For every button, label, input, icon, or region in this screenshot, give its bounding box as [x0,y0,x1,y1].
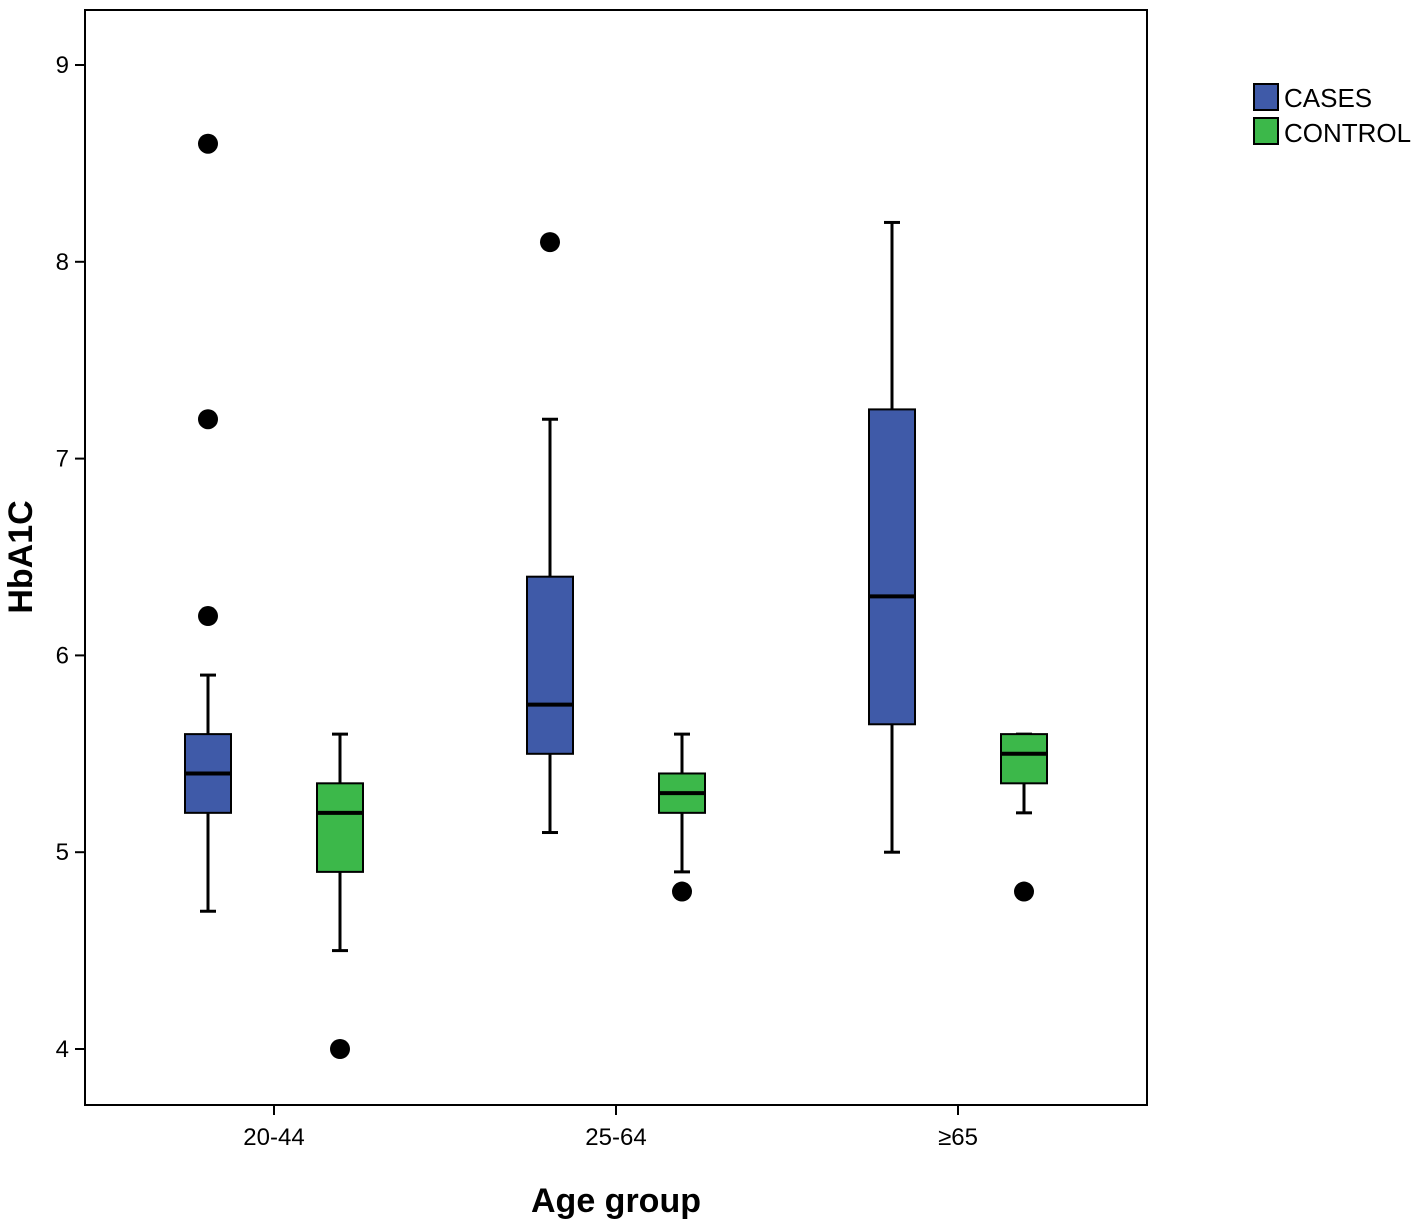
legend-label-control: CONTROL [1284,118,1411,148]
box-control-1 [658,732,706,902]
box-control-2 [1000,732,1048,902]
outlier-point [198,133,218,154]
outlier-point [1014,881,1034,902]
y-tick-label: 8 [56,249,69,276]
x-tick-label: 20-44 [243,1124,304,1151]
iqr-box [316,782,364,873]
x-tick-label: ≥65 [938,1124,978,1151]
y-tick-label: 5 [56,839,69,866]
y-tick-label: 4 [56,1036,69,1063]
legend-label-cases: CASES [1284,83,1372,113]
legend-swatch-cases [1253,83,1279,111]
x-axis: 20-44 25-64 ≥65 [243,1105,978,1151]
y-tick-label: 7 [56,446,69,473]
legend: CASES CONTROL [1253,83,1411,148]
iqr-box [868,408,916,726]
plot-frame [84,9,1148,1106]
y-axis-title: HbA1C [2,500,40,613]
iqr-box [1000,733,1048,785]
y-axis: 4 5 6 7 8 9 [56,52,85,1063]
y-tick-label: 6 [56,642,69,669]
outlier-point [198,409,218,430]
outlier-point [540,232,560,253]
box-cases-1 [526,232,574,835]
iqr-box [526,575,574,755]
x-axis-title: Age group [531,1182,701,1220]
box-control-0 [316,732,364,1059]
box-cases-2 [868,220,916,854]
box-group [184,133,1048,1059]
outlier-point [198,606,218,627]
y-tick-label: 9 [56,52,69,79]
legend-swatch-control [1253,117,1279,145]
x-tick-label: 25-64 [585,1124,646,1151]
box-cases-0 [184,133,232,913]
outlier-point [672,881,692,902]
outlier-point [330,1039,350,1059]
